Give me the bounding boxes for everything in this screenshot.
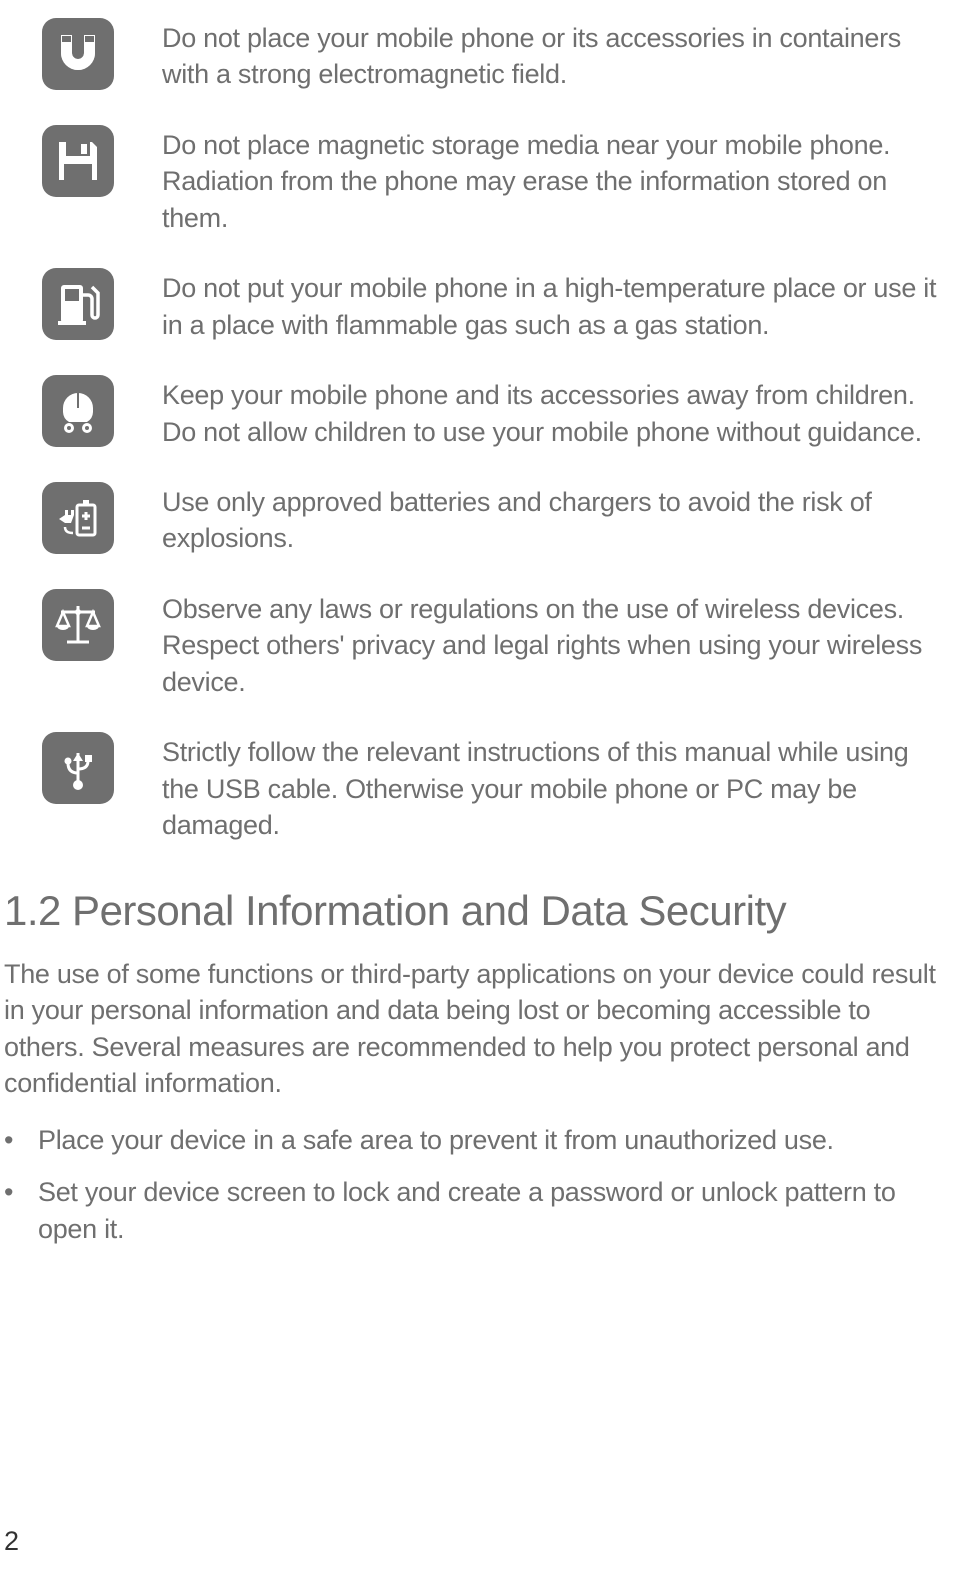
section-intro: The use of some functions or third-party… [0, 938, 964, 1102]
safety-list: Do not place your mobile phone or its ac… [0, 18, 964, 843]
bullet-list: • Place your device in a safe area to pr… [0, 1102, 964, 1247]
bullet-text: Set your device screen to lock and creat… [38, 1174, 952, 1247]
safety-item: Keep your mobile phone and its accessori… [42, 375, 952, 450]
safety-item: Use only approved batteries and chargers… [42, 482, 952, 557]
safety-text: Do not put your mobile phone in a high-t… [162, 268, 952, 343]
bullet-item: • Place your device in a safe area to pr… [4, 1122, 952, 1158]
scales-icon [42, 589, 114, 661]
safety-item: Do not place your mobile phone or its ac… [42, 18, 952, 93]
bullet-marker: • [4, 1174, 38, 1247]
battery-plug-icon [42, 482, 114, 554]
page-number: 2 [4, 1526, 19, 1557]
safety-text: Use only approved batteries and chargers… [162, 482, 952, 557]
safety-text: Keep your mobile phone and its accessori… [162, 375, 952, 450]
safety-text: Do not place magnetic storage media near… [162, 125, 952, 236]
bullet-text: Place your device in a safe area to prev… [38, 1122, 834, 1158]
stroller-icon [42, 375, 114, 447]
safety-text: Strictly follow the relevant instruction… [162, 732, 952, 843]
safety-text: Observe any laws or regulations on the u… [162, 589, 952, 700]
usb-icon [42, 732, 114, 804]
bullet-item: • Set your device screen to lock and cre… [4, 1174, 952, 1247]
safety-text: Do not place your mobile phone or its ac… [162, 18, 952, 93]
floppy-icon [42, 125, 114, 197]
safety-item: Do not put your mobile phone in a high-t… [42, 268, 952, 343]
bullet-marker: • [4, 1122, 38, 1158]
magnet-icon [42, 18, 114, 90]
safety-item: Strictly follow the relevant instruction… [42, 732, 952, 843]
gas-pump-icon [42, 268, 114, 340]
safety-item: Do not place magnetic storage media near… [42, 125, 952, 236]
safety-item: Observe any laws or regulations on the u… [42, 589, 952, 700]
section-heading: 1.2 Personal Information and Data Securi… [0, 875, 964, 938]
